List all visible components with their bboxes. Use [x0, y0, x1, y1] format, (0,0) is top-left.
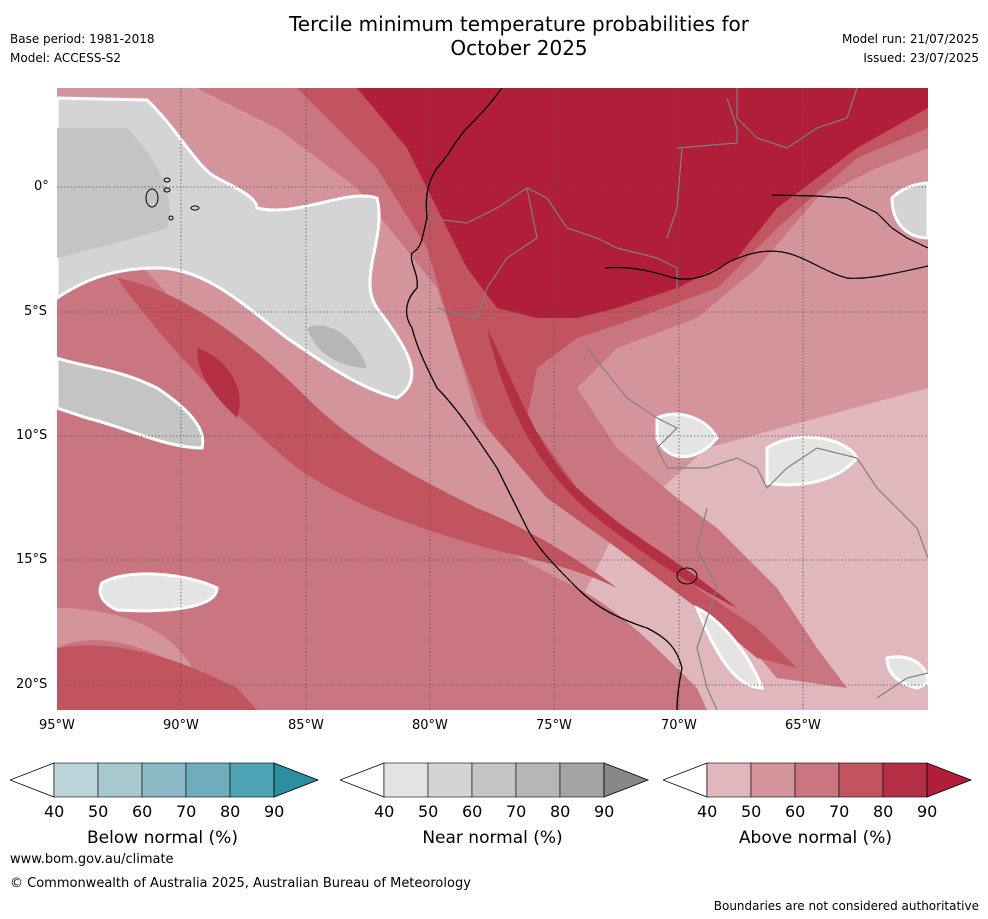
colorbar-above-normal-swatches [661, 762, 973, 798]
lon-tick-95w: 95°W [39, 718, 75, 733]
lon-tick-80w: 80°W [412, 718, 448, 733]
lat-tick-10s: 10°S [16, 428, 48, 443]
colorbar-above-normal-swatch-60 [794, 762, 840, 798]
colorbar-near-normal-swatch-70 [515, 762, 561, 798]
footer-url: www.bom.gov.au/climate [10, 852, 174, 867]
above-normal-80-area-2 [357, 88, 928, 318]
colorbar-below-normal-tick-80: 80 [220, 802, 241, 821]
colorbar-below-normal-swatch-70 [185, 762, 231, 798]
colorbar-above-normal-swatch-80 [882, 762, 928, 798]
colorbar-near-normal-tick-80: 80 [550, 802, 571, 821]
coastline [405, 88, 683, 710]
colorbar-below-normal-swatch-60 [141, 762, 187, 798]
above-normal-70-area [117, 278, 617, 588]
map-title: Tercile minimum temperature probabilitie… [0, 12, 988, 60]
near-normal-area-se-2 [885, 655, 928, 690]
lon-tick-75w: 75°W [536, 718, 572, 733]
base-period-text: Base period: 1981-2018 [10, 32, 155, 46]
colorbar-near-normal-tick-70: 70 [506, 802, 527, 821]
lat-tick-15s: 15°S [16, 552, 48, 567]
lon-tick-85w: 85°W [288, 718, 324, 733]
colorbar-above-normal: 40 50 60 70 80 90 Above normal (%) [661, 762, 973, 862]
colorbar-near-normal-extend-low [338, 762, 385, 798]
colorbar-near-normal-swatches [338, 762, 650, 798]
colorbar-below-normal-swatch-80 [229, 762, 275, 798]
colorbar-above-normal-swatch-40 [706, 762, 752, 798]
colorbar-above-normal-tick-60: 60 [785, 802, 806, 821]
colorbar-below-normal-swatch-40 [53, 762, 99, 798]
colorbar-above-normal-tick-80: 80 [873, 802, 894, 821]
lon-tick-90w: 90°W [163, 718, 199, 733]
colorbar-near-normal-tick-40: 40 [374, 802, 395, 821]
colorbar-below-normal-tick-70: 70 [176, 802, 197, 821]
colorbar-below-normal-tick-50: 50 [88, 802, 109, 821]
colorbar-below-normal: 40 50 60 70 80 90 Below normal (%) [8, 762, 320, 862]
model-run-text: Model run: 21/07/2025 [841, 32, 979, 46]
colorbar-above-normal-swatch-70 [838, 762, 884, 798]
above-normal-80-area [197, 348, 240, 418]
footer-disclaimer: Boundaries are not considered authoritat… [713, 899, 979, 913]
colorbar-near-normal: 40 50 60 70 80 90 Near normal (%) [338, 762, 650, 862]
lon-tick-70w: 70°W [661, 718, 697, 733]
colorbar-near-normal-swatch-50 [427, 762, 473, 798]
model-text: Model: ACCESS-S2 [10, 51, 122, 65]
colorbar-below-normal-tick-90: 90 [264, 802, 285, 821]
above-normal-70-area-2 [57, 645, 257, 710]
near-normal-area-west-inner [57, 128, 170, 258]
footer-copyright: © Commonwealth of Australia 2025, Austra… [10, 876, 471, 891]
colorbar-near-normal-swatch-80 [559, 762, 605, 798]
near-normal-area-sw [57, 356, 205, 450]
issued-text: Issued: 23/07/2025 [863, 51, 979, 65]
lon-tick-65w: 65°W [785, 718, 821, 733]
colorbar-below-normal-label: Below normal (%) [87, 828, 238, 848]
probability-map [57, 88, 928, 710]
lat-tick-20s: 20°S [16, 677, 48, 692]
title-line-1: Tercile minimum temperature probabilitie… [288, 12, 750, 36]
colorbar-below-normal-tick-60: 60 [132, 802, 153, 821]
colorbar-below-normal-ticks: 40 50 60 70 80 90 [10, 802, 320, 822]
colorbar-near-normal-tick-90: 90 [594, 802, 615, 821]
above-normal-60-area [57, 208, 707, 710]
colorbar-below-normal-swatch-50 [97, 762, 143, 798]
colorbar-near-normal-extend-high [603, 762, 650, 798]
colorbar-near-normal-swatch-60 [471, 762, 517, 798]
near-normal-area-west-inner-2 [307, 325, 367, 368]
colorbar-below-normal-tick-40: 40 [44, 802, 65, 821]
lat-tick-0: 0° [34, 179, 49, 194]
colorbar-below-normal-extend-high [273, 762, 320, 798]
lat-tick-5s: 5°S [24, 304, 48, 319]
colorbar-above-normal-tick-70: 70 [829, 802, 850, 821]
colorbar-above-normal-swatch-50 [750, 762, 796, 798]
amazon-mouth [771, 194, 928, 249]
colorbar-above-normal-tick-90: 90 [917, 802, 938, 821]
colorbar-near-normal-label: Near normal (%) [422, 828, 563, 848]
colorbar-near-normal-tick-60: 60 [462, 802, 483, 821]
near-normal-area-south [98, 572, 219, 613]
colorbar-above-normal-extend-low [661, 762, 708, 798]
colorbar-above-normal-tick-40: 40 [697, 802, 718, 821]
near-normal-area-ne [890, 181, 928, 240]
colorbar-near-normal-swatch-40 [383, 762, 429, 798]
colorbar-above-normal-extend-high [926, 762, 973, 798]
galapagos-islands [145, 177, 200, 221]
country-borders [426, 88, 928, 710]
lake-titicaca [676, 567, 698, 585]
colorbar-above-normal-ticks: 40 50 60 70 80 90 [663, 802, 973, 822]
colorbar-above-normal-label: Above normal (%) [738, 828, 893, 848]
colorbar-near-normal-ticks: 40 50 60 70 80 90 [340, 802, 650, 822]
colorbar-near-normal-tick-50: 50 [418, 802, 439, 821]
title-line-2: October 2025 [450, 36, 588, 60]
colorbar-below-normal-swatches [8, 762, 320, 798]
colorbar-above-normal-tick-50: 50 [741, 802, 762, 821]
graticule [57, 88, 928, 710]
amazon-river [604, 250, 928, 280]
colorbar-below-normal-extend-low [8, 762, 55, 798]
near-normal-area-se [694, 604, 765, 690]
